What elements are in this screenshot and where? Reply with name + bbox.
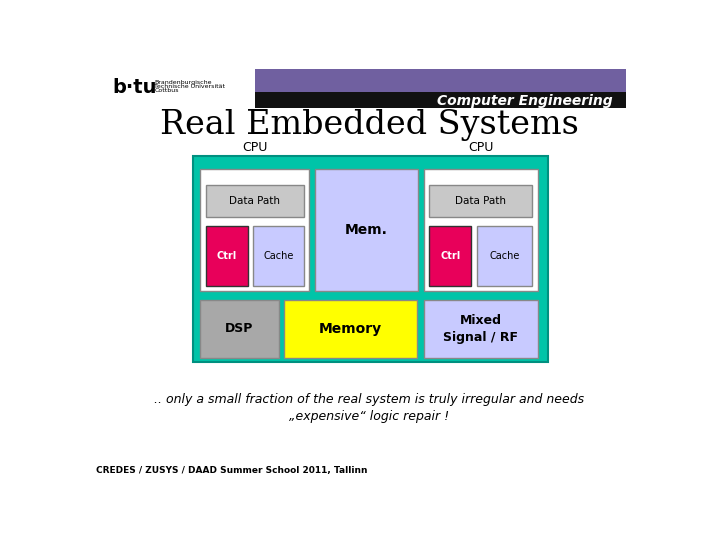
FancyBboxPatch shape (477, 226, 533, 286)
FancyBboxPatch shape (193, 156, 548, 362)
Text: CREDES / ZUSYS / DAAD Summer School 2011, Tallinn: CREDES / ZUSYS / DAAD Summer School 2011… (96, 465, 367, 475)
FancyBboxPatch shape (96, 69, 249, 109)
FancyBboxPatch shape (255, 69, 626, 109)
Text: Ctrl: Ctrl (217, 251, 237, 261)
Text: .. only a small fraction of the real system is truly irregular and needs: .. only a small fraction of the real sys… (154, 393, 584, 406)
FancyBboxPatch shape (423, 168, 538, 292)
FancyBboxPatch shape (200, 168, 310, 292)
FancyBboxPatch shape (206, 185, 304, 217)
FancyBboxPatch shape (284, 300, 417, 358)
Text: Cottbus: Cottbus (154, 88, 179, 93)
FancyBboxPatch shape (255, 92, 626, 109)
Text: Cache: Cache (490, 251, 520, 261)
FancyBboxPatch shape (429, 185, 533, 217)
Text: „expensive“ logic repair !: „expensive“ logic repair ! (289, 410, 449, 423)
Text: Memory: Memory (319, 322, 382, 336)
FancyBboxPatch shape (253, 226, 304, 286)
Text: Real Embedded Systems: Real Embedded Systems (160, 109, 578, 141)
Text: CPU: CPU (468, 141, 493, 154)
Text: Data Path: Data Path (455, 196, 506, 206)
Text: Mixed
Signal / RF: Mixed Signal / RF (444, 314, 518, 344)
FancyBboxPatch shape (429, 226, 471, 286)
Text: CPU: CPU (242, 141, 267, 154)
Text: Technische Universität: Technische Universität (154, 84, 225, 89)
FancyBboxPatch shape (315, 168, 418, 292)
Text: Computer Engineering: Computer Engineering (438, 94, 613, 109)
FancyBboxPatch shape (423, 300, 538, 358)
Text: Brandenburgische: Brandenburgische (154, 80, 212, 85)
FancyBboxPatch shape (206, 226, 248, 286)
Text: DSP: DSP (225, 322, 253, 335)
Text: Ctrl: Ctrl (440, 251, 460, 261)
Text: Mem.: Mem. (345, 223, 388, 237)
Text: Data Path: Data Path (230, 196, 280, 206)
Text: b·tu: b·tu (112, 78, 157, 97)
Text: Cache: Cache (264, 251, 294, 261)
FancyBboxPatch shape (200, 300, 279, 358)
